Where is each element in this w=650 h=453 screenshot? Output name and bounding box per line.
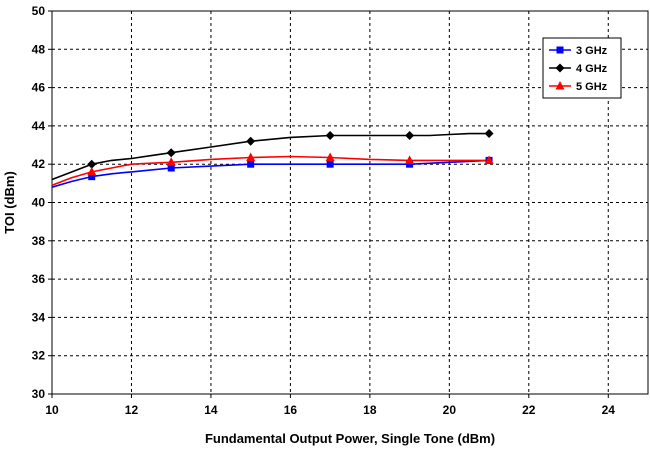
y-tick-label: 48 [32, 42, 46, 56]
data-point-5-ghz [325, 152, 335, 161]
x-tick-label: 16 [284, 403, 298, 417]
data-point-5-ghz [405, 155, 415, 164]
legend-label-5-ghz: 5 GHz [576, 81, 608, 93]
data-point-4-ghz [246, 136, 256, 146]
y-tick-label: 32 [32, 349, 46, 363]
series-line-3-ghz [51, 159, 490, 188]
x-tick-label: 12 [125, 403, 139, 417]
data-point-3-ghz [406, 160, 414, 168]
data-point-5-ghz [87, 166, 97, 176]
legend-marker-4-ghz [555, 63, 565, 73]
data-point-3-ghz [326, 160, 334, 168]
legend: 3 GHz 4 GHz 5 GHz [542, 37, 622, 99]
data-point-5-ghz [484, 155, 494, 164]
y-tick-label: 30 [32, 387, 46, 401]
x-axis: 10 12 14 16 18 20 22 24 [45, 394, 615, 417]
data-point-4-ghz [87, 159, 97, 169]
legend-label-3-ghz: 3 GHz [576, 45, 608, 57]
x-tick-label: 24 [602, 403, 616, 417]
y-tick-label: 40 [32, 196, 46, 210]
y-tick-label: 34 [32, 310, 46, 324]
x-tick-label: 14 [204, 403, 218, 417]
y-axis-title: TOI (dBm) [2, 171, 17, 234]
data-point-4-ghz [325, 130, 335, 140]
legend-marker-3-ghz [556, 46, 564, 54]
x-axis-title: Fundamental Output Power, Single Tone (d… [205, 431, 495, 446]
y-tick-label: 38 [32, 234, 46, 248]
legend-marker-5-ghz [555, 81, 565, 90]
x-tick-label: 20 [443, 403, 457, 417]
y-tick-label: 44 [32, 119, 46, 133]
y-tick-label: 50 [32, 4, 46, 18]
data-point-4-ghz [166, 148, 176, 158]
y-axis: 30 32 34 36 38 40 42 44 46 48 50 [32, 4, 52, 401]
data-point-3-ghz [247, 160, 255, 168]
y-tick-label: 42 [32, 157, 46, 171]
x-tick-label: 22 [522, 403, 536, 417]
data-point-4-ghz [484, 129, 494, 139]
x-tick-label: 18 [363, 403, 377, 417]
y-tick-label: 46 [32, 81, 46, 95]
series-line-5-ghz [51, 155, 490, 187]
series-markers [87, 129, 494, 181]
data-point-3-ghz [88, 173, 96, 181]
data-point-4-ghz [405, 130, 415, 140]
data-point-5-ghz [246, 152, 256, 161]
data-point-3-ghz [167, 164, 175, 172]
data-point-5-ghz [166, 157, 176, 166]
x-tick-label: 10 [45, 403, 59, 417]
legend-label-4-ghz: 4 GHz [576, 63, 608, 75]
y-tick-label: 36 [32, 272, 46, 286]
